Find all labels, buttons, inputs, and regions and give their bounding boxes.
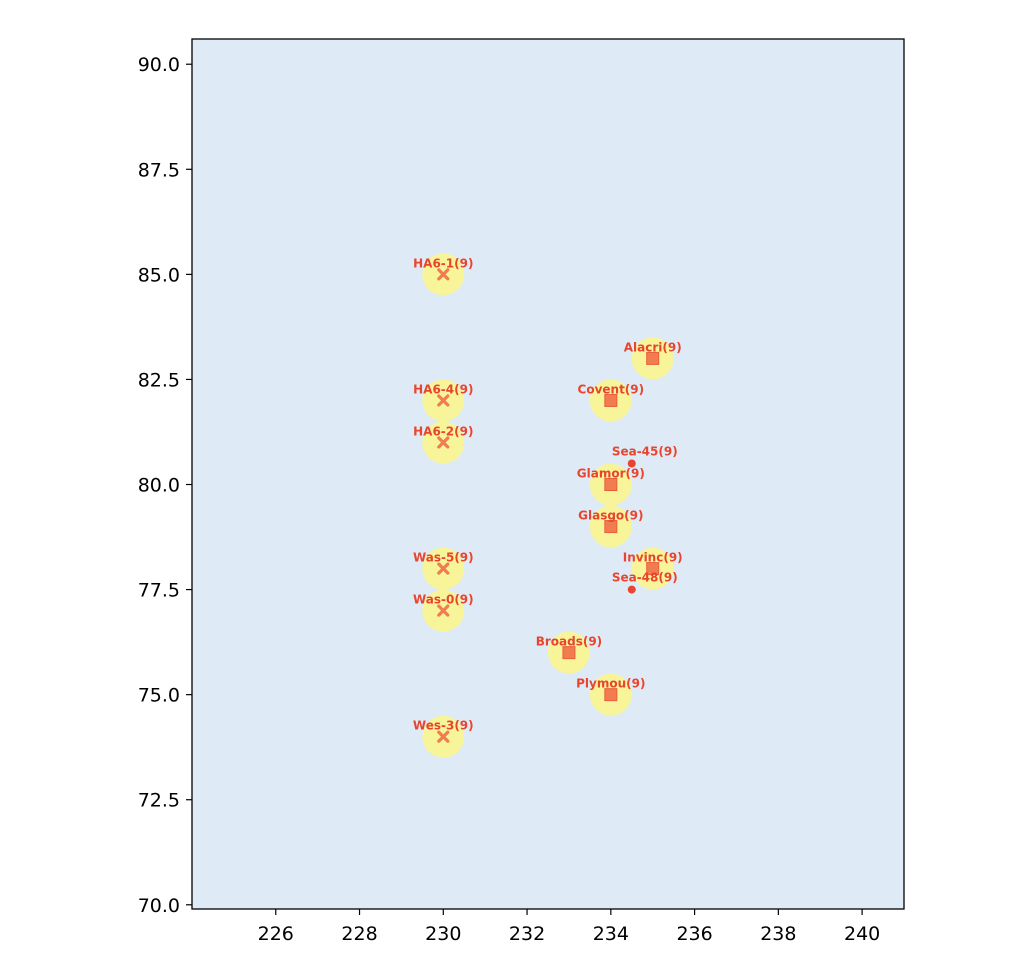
x-marker [437, 268, 450, 281]
dot-marker [627, 585, 636, 594]
x-tick-label: 236 [676, 923, 712, 945]
point-label: Wes-3(9) [413, 719, 474, 733]
square-marker [646, 351, 660, 365]
x-marker-stroke [437, 394, 450, 407]
point-label: Was-5(9) [413, 551, 474, 565]
point-label: Sea-48(9) [612, 571, 678, 585]
x-tick-label: 238 [760, 923, 796, 945]
plot-frame [191, 38, 905, 910]
point-label: HA6-2(9) [413, 424, 473, 438]
point-markers [437, 268, 660, 743]
square-marker [562, 646, 576, 660]
x-tick-label: 230 [425, 923, 461, 945]
x-marker [437, 562, 450, 575]
point-label: Sea-45(9) [612, 444, 678, 458]
square-marker [646, 562, 660, 576]
square-marker [604, 688, 618, 702]
x-marker-stroke [437, 436, 450, 449]
x-tick-label: 232 [509, 923, 545, 945]
y-tick-label: 70.0 [138, 895, 180, 917]
square-marker [604, 393, 618, 407]
y-tick-label: 75.0 [138, 685, 180, 707]
axis-ticks: 226 228 230 232 234 236 238 240 70.0 72.5 75.0 77.5… [138, 54, 881, 945]
x-marker [437, 730, 450, 743]
square-marker [604, 520, 618, 534]
plot-area [192, 39, 904, 909]
point-label: Covent(9) [578, 382, 645, 396]
point-label: Invinc(9) [623, 551, 683, 565]
x-marker-stroke [437, 604, 450, 617]
y-tick-label: 82.5 [138, 369, 180, 391]
y-tick-label: 80.0 [138, 475, 180, 497]
y-tick-label: 85.0 [138, 264, 180, 286]
y-tick-label: 72.5 [138, 790, 180, 812]
point-labels: HA6-1(9) HA6-4(9) HA6-2(9) Was-5(9) Was-0(9)… [413, 256, 683, 732]
point-label: HA6-1(9) [413, 256, 473, 270]
x-tick-label: 226 [258, 923, 294, 945]
x-tick-label: 228 [341, 923, 377, 945]
square-marker [604, 478, 618, 492]
x-marker [437, 394, 450, 407]
dot-marker [627, 459, 636, 468]
point-label: Broads(9) [536, 635, 602, 649]
y-tick-label: 87.5 [138, 159, 180, 181]
x-marker-stroke [437, 562, 450, 575]
x-marker-stroke [437, 268, 450, 281]
point-label: Plymou(9) [576, 677, 645, 691]
point-label: Was-0(9) [413, 593, 474, 607]
x-tick-label: 240 [844, 923, 880, 945]
y-tick-label: 90.0 [138, 54, 180, 76]
x-marker [437, 436, 450, 449]
x-marker-stroke [437, 730, 450, 743]
x-marker [437, 604, 450, 617]
y-tick-label: 77.5 [138, 580, 180, 602]
point-label: Glasgo(9) [578, 509, 643, 523]
point-label: Glamor(9) [577, 467, 645, 481]
point-label: Alacri(9) [624, 340, 682, 354]
point-label: HA6-4(9) [413, 382, 473, 396]
x-tick-label: 234 [593, 923, 629, 945]
